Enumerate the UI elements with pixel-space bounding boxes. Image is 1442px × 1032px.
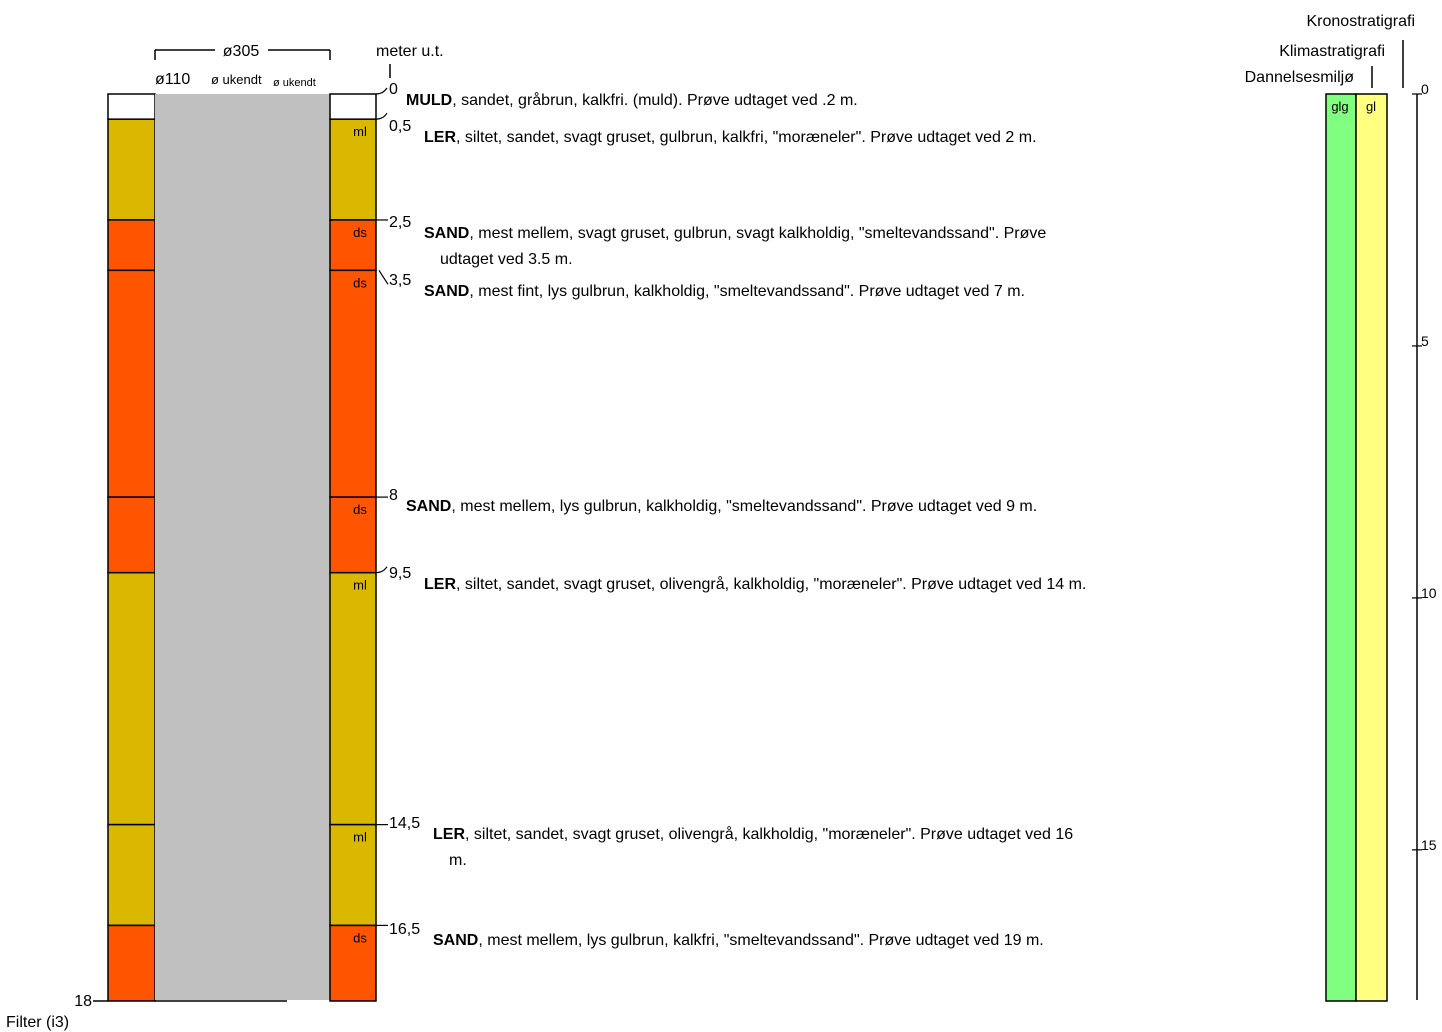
layer-codes: ml ds ds ds ml ml ds [353, 124, 367, 945]
klimastratigrafi-header: Klimastratigrafi [1279, 43, 1385, 60]
lithology-cell-right [329, 924, 377, 1002]
layer-description-text: , sandet, gråbrun, kalkfri. (muld). Prøv… [452, 91, 858, 109]
layer-name: LER [424, 576, 456, 593]
layer-description-text: , mest mellem, lys gulbrun, kalkfri, "sm… [478, 932, 1043, 949]
layer-code: ml [353, 578, 367, 593]
lithology-cell-right [329, 269, 377, 498]
depth-label: 8 [389, 487, 398, 504]
lithology-cell-left [107, 823, 156, 927]
depth-label: 0,5 [389, 118, 411, 135]
lithology-column-left [107, 93, 156, 1002]
layer-description: SAND, mest fint, lys gulbrun, kalkholdig… [424, 283, 1025, 300]
layer-description: SAND, mest mellem, svagt gruset, gulbrun… [424, 225, 1046, 242]
layer-code: ml [353, 124, 367, 139]
klimastratigrafi-column [1325, 93, 1357, 1002]
lithology-cell-right [329, 823, 377, 927]
layer-descriptions: MULD, sandet, gråbrun, kalkfri. (muld). … [406, 91, 1086, 949]
depth-label: 0 [389, 81, 398, 98]
depth-label: 2,5 [389, 214, 411, 231]
lithology-cell-right [329, 571, 377, 826]
stratigraphy-columns: glg gl [1325, 93, 1388, 1002]
layer-name: SAND [433, 932, 478, 949]
depth-label: 3,5 [389, 272, 411, 289]
layer-description-text: , siltet, sandet, svagt gruset, gulbrun,… [456, 129, 1037, 146]
depth-connector [378, 270, 389, 285]
layer-name: SAND [406, 498, 451, 515]
lithology-cell-right [329, 93, 377, 120]
lithology-cell-left [107, 571, 156, 826]
layer-name: LER [433, 826, 465, 843]
dannelsesmiljo-code: gl [1366, 99, 1376, 114]
depth-label: 9,5 [389, 565, 411, 582]
layer-description-text: , siltet, sandet, svagt gruset, olivengr… [456, 575, 1086, 593]
depth-markers: 0 0,5 2,5 3,5 8 9,5 14,5 16,5 [375, 81, 420, 938]
inner-diameter-label: ø110 [155, 71, 190, 88]
depth-scale-label: 0 [1421, 81, 1429, 97]
klimastratigrafi-code: glg [1331, 99, 1348, 114]
kronostratigrafi-header: Kronostratigrafi [1307, 13, 1416, 30]
layer-description: SAND, mest mellem, lys gulbrun, kalkfri,… [433, 932, 1044, 949]
lithology-cell-left [107, 924, 156, 1002]
dannelsesmiljo-column [1355, 93, 1388, 1002]
depth-label: 16,5 [389, 921, 420, 938]
lithology-cell-right [329, 219, 377, 272]
lithology-cell-left [107, 269, 156, 498]
layer-name: SAND [424, 283, 469, 300]
layer-description-text: , siltet, sandet, svagt gruset, olivengr… [465, 825, 1073, 843]
layer-description-continued: udtaget ved 3.5 m. [440, 251, 573, 268]
depth-scale-label: 5 [1421, 333, 1429, 349]
depth-connector [375, 112, 388, 120]
layer-description: MULD, sandet, gråbrun, kalkfri. (muld). … [406, 91, 858, 109]
diameter-header: ø305 ø110 ø ukendt ø ukendt meter u.t. [154, 43, 444, 89]
casing [155, 94, 330, 1000]
lithology-cell-left [107, 219, 156, 272]
unknown-diameter-label-2: ø ukendt [273, 77, 316, 89]
lithology-cell-left [107, 93, 156, 120]
layer-description: SAND, mest mellem, lys gulbrun, kalkhold… [406, 498, 1037, 515]
depth-connector [375, 566, 388, 574]
lithology-cell-left [107, 496, 156, 574]
lithology-column-right [329, 93, 377, 1002]
layer-code: ds [353, 930, 367, 945]
layer-code: ds [353, 502, 367, 517]
layer-description-continued: m. [449, 852, 467, 869]
depth-scale: 0 5 10 15 [1412, 81, 1437, 1000]
depth-scale-label: 10 [1421, 585, 1437, 601]
filter-label: Filter (i3) [6, 1014, 69, 1031]
bottom-depth-label: 18 [74, 993, 92, 1010]
layer-description-text: , mest fint, lys gulbrun, kalkholdig, "s… [469, 283, 1025, 300]
depth-label: 14,5 [389, 815, 420, 832]
layer-code: ml [353, 830, 367, 845]
layer-description: LER, siltet, sandet, svagt gruset, olive… [433, 825, 1073, 843]
layer-description-text: , mest mellem, lys gulbrun, kalkholdig, … [451, 498, 1037, 515]
depth-unit-label: meter u.t. [376, 43, 444, 60]
layer-name: SAND [424, 225, 469, 242]
lithology-cell-left [107, 118, 156, 221]
stratigraphy-headers: Kronostratigrafi Klimastratigrafi Dannel… [1245, 13, 1415, 88]
layer-description: LER, siltet, sandet, svagt gruset, olive… [424, 575, 1086, 593]
lithology-cell-right [329, 496, 377, 574]
layer-description: LER, siltet, sandet, svagt gruset, gulbr… [424, 129, 1037, 146]
depth-scale-label: 15 [1421, 837, 1437, 853]
unknown-diameter-label-1: ø ukendt [211, 72, 262, 87]
depth-connector [375, 87, 388, 95]
layer-name: MULD [406, 92, 452, 109]
layer-code: ds [353, 275, 367, 290]
log-bottom: 18 Filter (i3) [6, 993, 287, 1031]
layer-name: LER [424, 129, 456, 146]
layer-code: ds [353, 225, 367, 240]
outer-diameter-label: ø305 [223, 43, 260, 60]
layer-description-text: , mest mellem, svagt gruset, gulbrun, sv… [469, 225, 1046, 242]
dannelsesmiljo-header: Dannelsesmiljø [1245, 69, 1355, 86]
